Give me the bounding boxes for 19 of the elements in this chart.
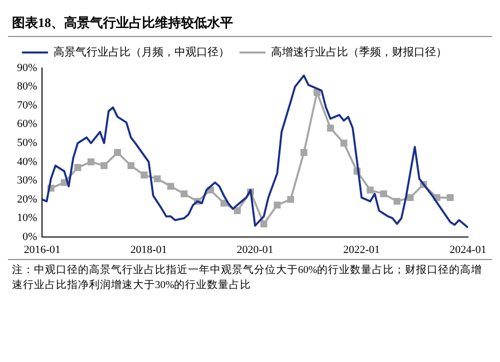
legend-label: 高增速行业占比（季频，财报口径） bbox=[271, 45, 447, 58]
y-tick-label: 10% bbox=[16, 212, 38, 224]
y-tick-label: 40% bbox=[16, 156, 38, 168]
x-tick-label: 2018-01 bbox=[130, 244, 168, 257]
text: 注：中观口径的高景气行业占比指近一年中观景气分位大于60%的行业数量占比；财报口径的高增速行业占比指净利润增速大于30%的行业数量占比 bbox=[12, 263, 484, 293]
x-tick-label: 2016-01 bbox=[24, 244, 60, 257]
x-tick-label: 2024-01 bbox=[450, 244, 486, 257]
legend-label: 高景气行业占比（月频，中观口径） bbox=[54, 45, 230, 58]
y-tick-label: 80% bbox=[16, 80, 38, 93]
x-tick-label: 2022-01 bbox=[343, 244, 380, 257]
y-tick-label: 20% bbox=[16, 193, 38, 206]
y-tick-label: 30% bbox=[16, 174, 38, 187]
y-tick-label: 0% bbox=[22, 230, 38, 243]
y-tick-label: 50% bbox=[16, 137, 38, 149]
chart-title: 图表18、高景气行业占比维持较低水平 bbox=[8, 8, 492, 37]
y-tick-label: 70% bbox=[16, 99, 38, 112]
y-tick-label: 60% bbox=[16, 118, 38, 130]
y-tick-label: 90% bbox=[16, 62, 38, 74]
x-tick-label: 2020-01 bbox=[236, 244, 274, 257]
